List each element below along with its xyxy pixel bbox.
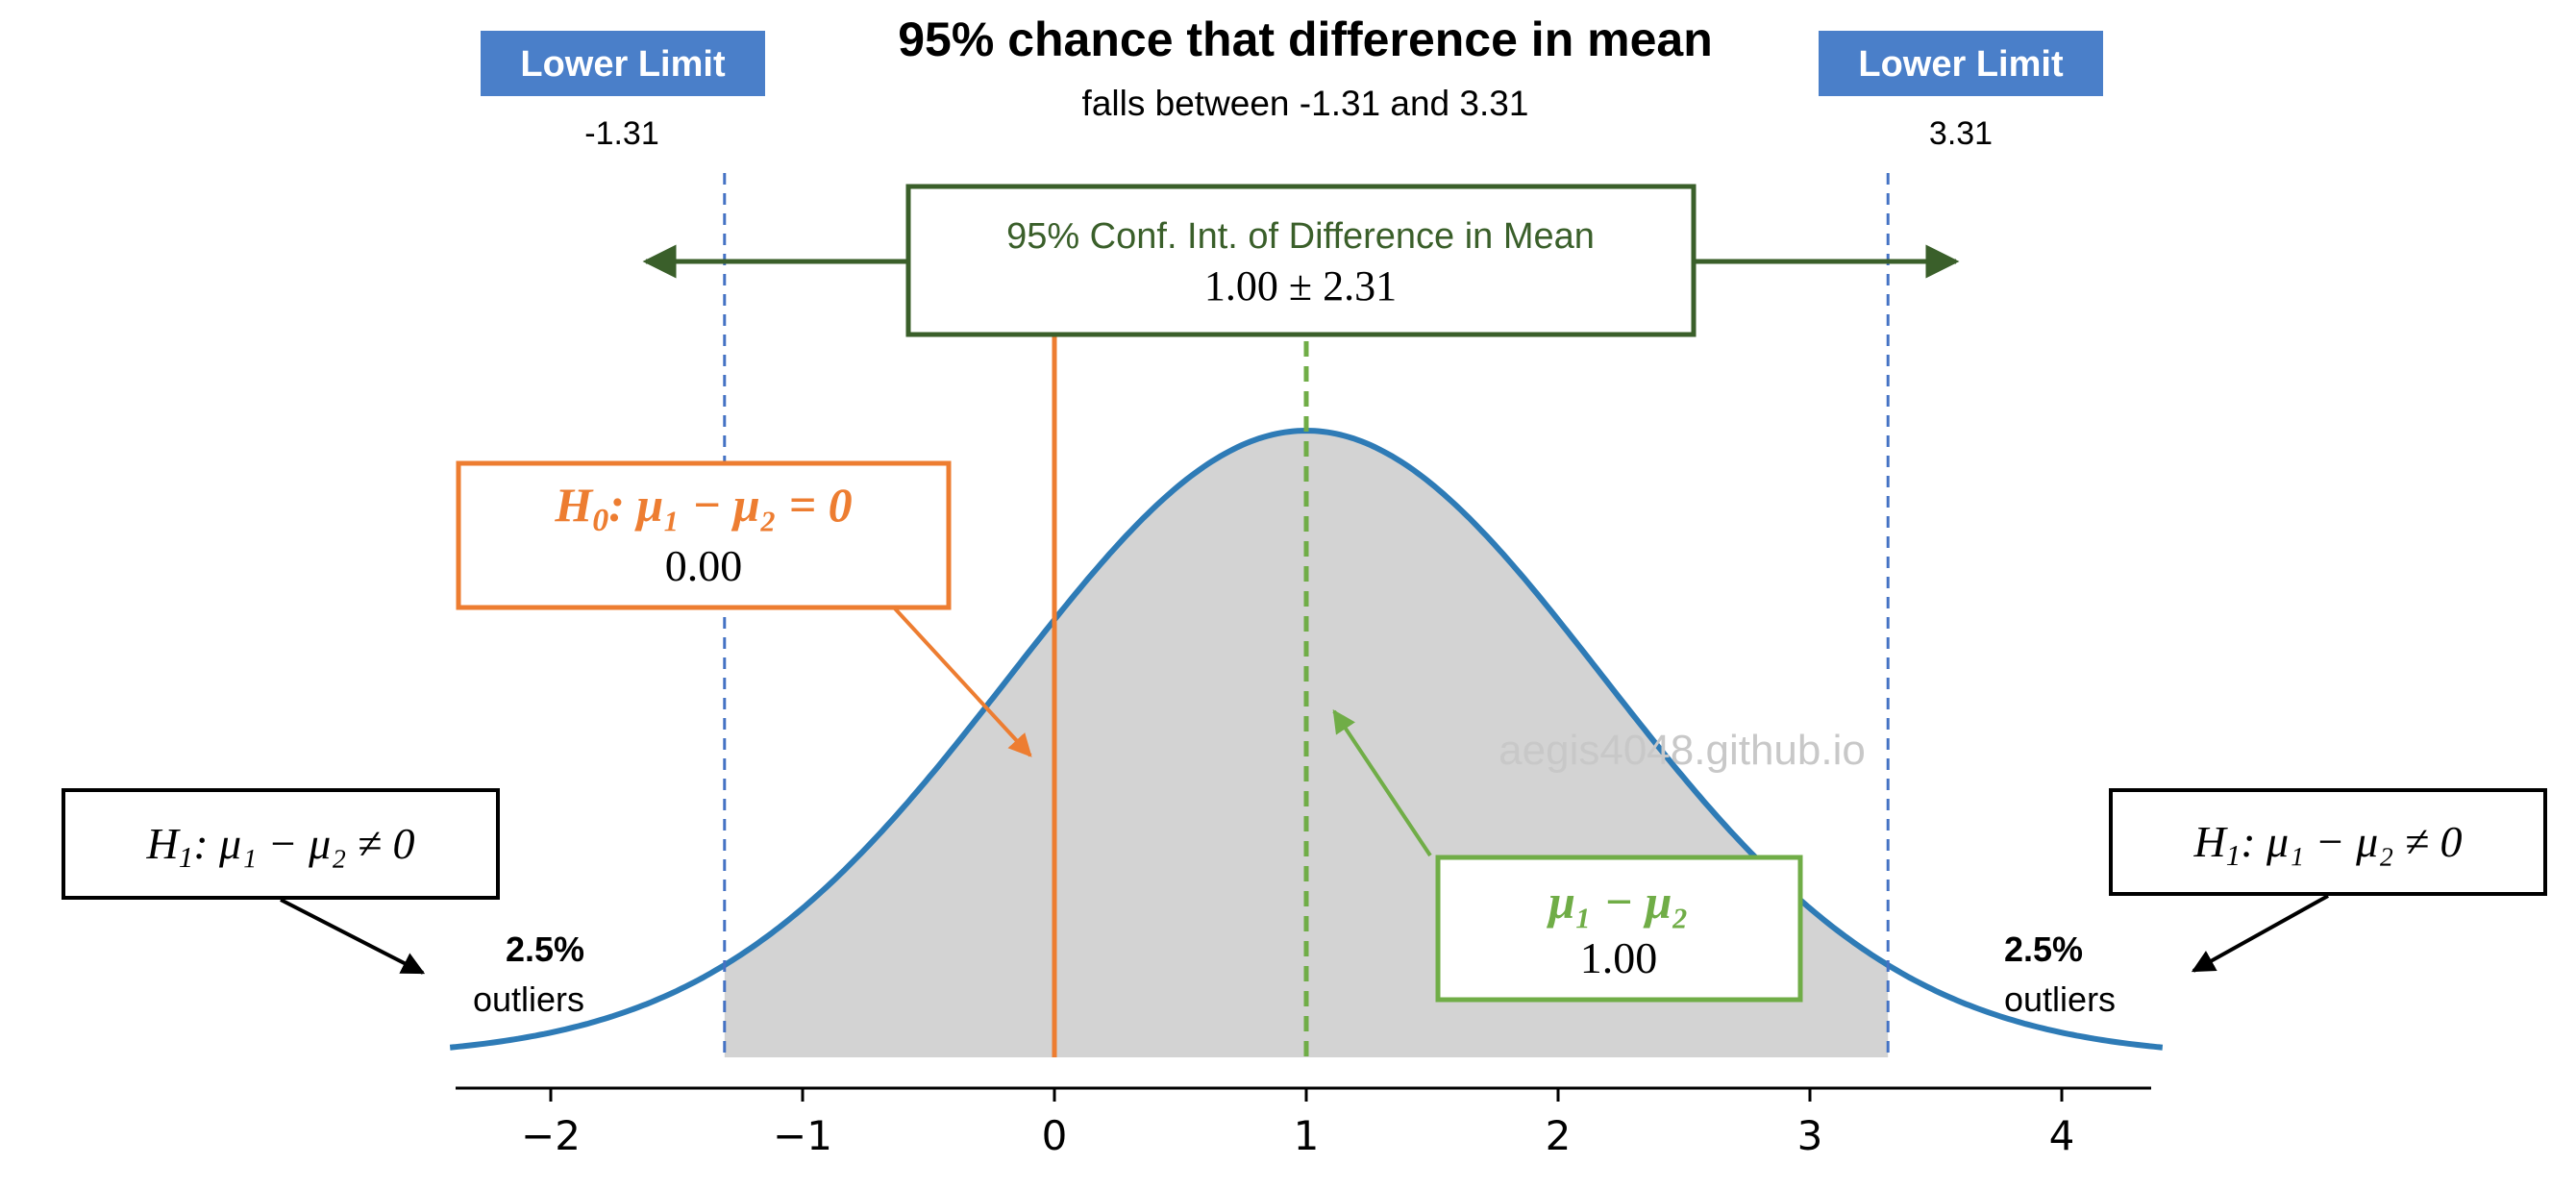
diff-means-box: μ₁ − μ₂ 1.00 — [1435, 855, 1803, 1003]
lower-limit-right-badge: Lower Limit — [1819, 31, 2103, 96]
alt-hypothesis-left-label: H1: μ₁ − μ₂ ≠ 0 — [145, 819, 414, 874]
lower-limit-right-value: 3.31 — [1929, 115, 1993, 152]
left-tail-pct: 2.5% — [506, 930, 584, 969]
lower-limit-right-label: Lower Limit — [1858, 44, 2064, 85]
figure-title: 95% chance that difference in mean — [898, 12, 1713, 66]
right-tail-pct: 2.5% — [2004, 930, 2083, 969]
alt-hypothesis-right-label: H1: μ₁ − μ₂ ≠ 0 — [2192, 817, 2462, 872]
alt-hypothesis-left-box: H1: μ₁ − μ₂ ≠ 0 — [62, 788, 500, 900]
diff-means-value: 1.00 — [1580, 933, 1658, 982]
x-tick-label: −1 — [773, 1112, 832, 1159]
alt-hypothesis-right-box: H1: μ₁ − μ₂ ≠ 0 — [2109, 788, 2547, 896]
x-axis-ticks: −2 −1 0 1 2 3 4 — [521, 1088, 2074, 1159]
null-hypothesis-label: H0: μ₁ − μ₂ = 0 — [554, 478, 852, 538]
ci-box: 95% Conf. Int. of Difference in Mean 1.0… — [905, 184, 1697, 337]
x-tick-label: 0 — [1042, 1112, 1068, 1159]
watermark: aegis4048.github.io — [1499, 727, 1866, 774]
x-tick-label: −2 — [521, 1112, 581, 1159]
diff-arrow — [1332, 709, 1432, 857]
x-tick-label: 3 — [1797, 1112, 1823, 1159]
ci-title: 95% Conf. Int. of Difference in Mean — [1006, 216, 1595, 257]
lower-limit-left-label: Lower Limit — [520, 44, 726, 85]
x-tick-label: 2 — [1546, 1112, 1572, 1159]
figure-subtitle: falls between -1.31 and 3.31 — [1082, 84, 1529, 123]
lower-limit-left-badge: Lower Limit — [481, 31, 765, 96]
right-tail-label: outliers — [2004, 979, 2116, 1019]
x-tick-label: 4 — [2049, 1112, 2075, 1159]
lower-limit-left-value: -1.31 — [584, 115, 659, 152]
left-tail-label: outliers — [473, 979, 584, 1019]
null-hypothesis-value: 0.00 — [665, 541, 743, 590]
alt-right-arrow — [2191, 894, 2329, 973]
diff-means-label: μ₁ − μ₂ — [1546, 875, 1689, 929]
null-hypothesis-box: H0: μ₁ − μ₂ = 0 0.00 — [456, 460, 952, 610]
x-tick-label: 1 — [1294, 1112, 1320, 1159]
alt-left-arrow — [280, 898, 426, 975]
null-arrow — [892, 606, 1032, 757]
ci-value: 1.00 ± 2.31 — [1204, 262, 1397, 310]
